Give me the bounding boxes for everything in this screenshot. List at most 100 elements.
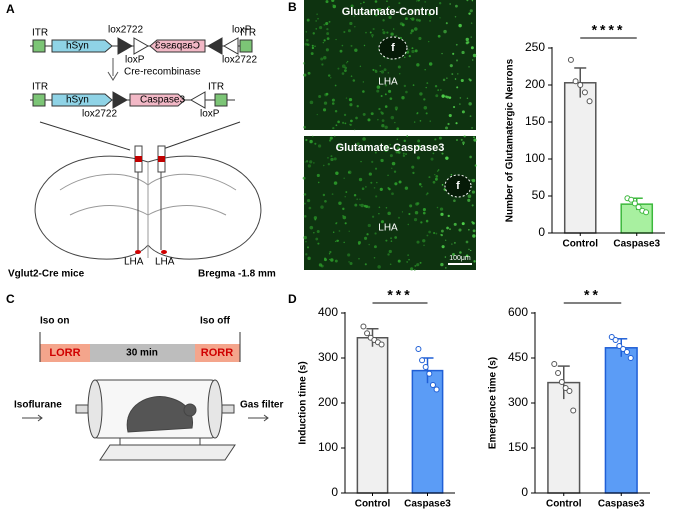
cell: [349, 123, 352, 127]
cell: [432, 180, 436, 184]
cell: [305, 253, 308, 256]
cell: [332, 4, 334, 6]
cell: [420, 221, 423, 224]
cell: [417, 139, 421, 143]
cell: [310, 52, 314, 56]
cell: [460, 78, 464, 83]
cell: [445, 22, 448, 25]
lorr-box: [40, 344, 90, 362]
data-point: [635, 204, 642, 211]
cell: [416, 112, 418, 115]
cell: [320, 264, 324, 268]
cell: [398, 180, 402, 184]
cell: [412, 171, 415, 175]
panel-label: B: [288, 0, 297, 14]
cell: [434, 138, 437, 141]
cell: [322, 193, 326, 197]
cell: [472, 59, 474, 61]
cell: [347, 29, 351, 33]
cell: [446, 226, 449, 230]
y-tick-label: 400: [318, 305, 338, 319]
cell: [439, 207, 444, 211]
cell: [377, 118, 379, 121]
cell: [408, 212, 411, 216]
cell: [403, 139, 407, 143]
cell: [344, 122, 347, 125]
cell: [374, 0, 378, 3]
cell: [303, 235, 307, 240]
cell: [332, 4, 337, 9]
cell: [385, 206, 388, 209]
cell: [337, 144, 341, 148]
cell: [308, 206, 312, 210]
cell: [353, 15, 356, 17]
cell: [316, 173, 320, 178]
cell: [305, 240, 307, 243]
cell: [447, 122, 450, 126]
cell: [419, 119, 422, 122]
cell: [379, 70, 381, 73]
cell: [334, 135, 336, 137]
cell: [309, 160, 313, 164]
cell: [338, 230, 341, 232]
itr: ITR: [208, 82, 224, 93]
cell: [414, 269, 416, 271]
cell: [322, 41, 325, 44]
y-tick-label: 450: [508, 350, 528, 364]
cell: [423, 244, 425, 247]
cell: [429, 120, 431, 122]
cell: [404, 56, 406, 59]
cell: [468, 102, 472, 106]
cell: [389, 143, 392, 146]
cell: [367, 205, 371, 209]
cell: [470, 179, 472, 181]
cell: [374, 13, 378, 17]
cell: [362, 81, 365, 83]
cell: [416, 156, 421, 160]
cell: [325, 21, 329, 26]
cell: [455, 59, 459, 62]
cell: [473, 136, 475, 139]
cell: [434, 177, 438, 181]
cell: [309, 225, 314, 230]
cell: [424, 68, 426, 71]
cell: [325, 48, 329, 52]
cell: [358, 177, 363, 182]
cell: [401, 211, 404, 213]
cell: [415, 0, 418, 2]
x-tick-label: Caspase3: [404, 499, 451, 510]
data-point: [567, 56, 574, 63]
y-tick-label: 0: [521, 485, 528, 499]
cell: [329, 250, 332, 254]
cell: [455, 4, 458, 8]
cell: [413, 149, 416, 152]
cell: [341, 64, 346, 69]
cell: [393, 170, 397, 173]
cell: [415, 18, 419, 22]
cell: [366, 233, 369, 236]
cell: [459, 251, 462, 254]
cell: [316, 229, 320, 234]
data-point: [415, 346, 422, 352]
cell: [391, 192, 394, 196]
bar: [547, 381, 581, 494]
cell: [429, 20, 431, 22]
cell: [434, 174, 436, 176]
cell: [452, 252, 455, 256]
y-axis-label: Induction time (s): [298, 361, 309, 444]
cell: [440, 233, 443, 237]
data-point: [608, 334, 615, 340]
data-point: [616, 343, 623, 349]
cell: [430, 157, 434, 161]
cell: [417, 144, 421, 148]
cell: [313, 162, 315, 164]
cell: [414, 27, 418, 31]
cell: [347, 253, 351, 257]
cell: [345, 191, 348, 194]
cell: [391, 161, 396, 166]
cell: [414, 146, 417, 150]
cell: [449, 3, 451, 5]
data-point: [426, 370, 433, 377]
cell: [330, 155, 333, 158]
cell: [330, 258, 334, 262]
